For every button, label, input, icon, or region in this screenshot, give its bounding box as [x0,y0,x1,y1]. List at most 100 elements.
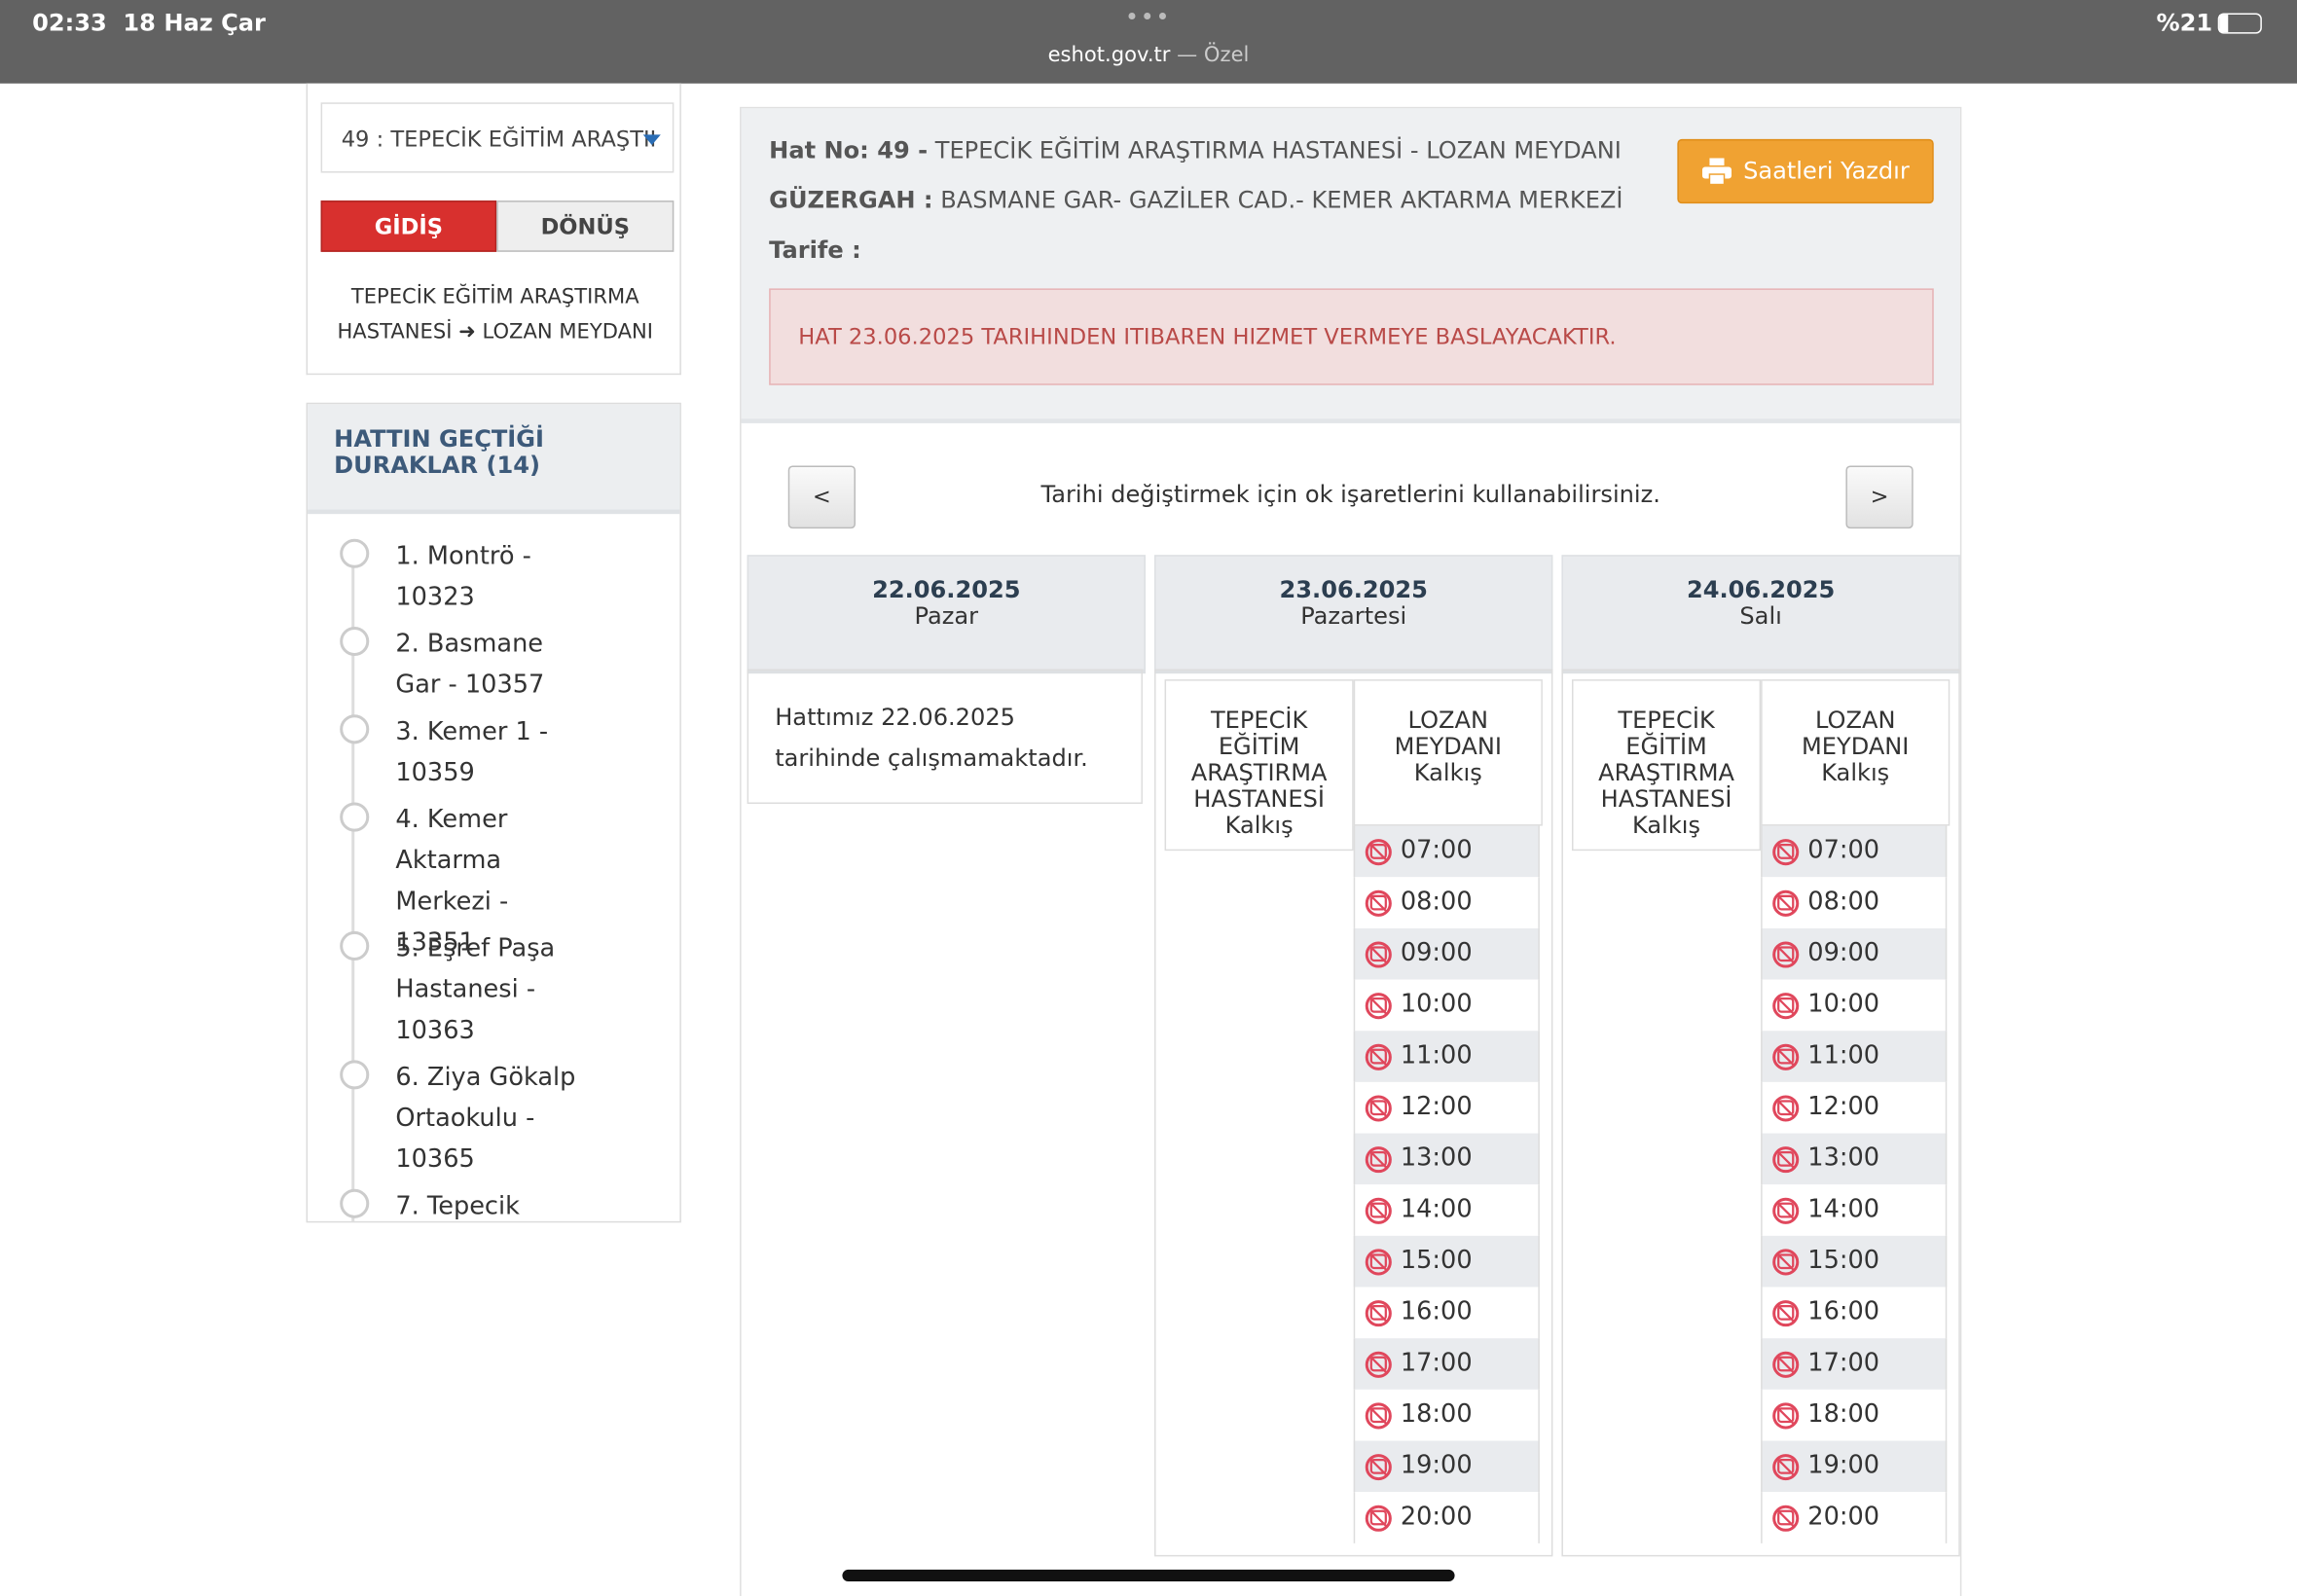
stop-connector [351,741,355,820]
stop-name: 4. Kemer Aktarma Merkezi - 13351 [395,805,509,959]
day-header: 23.06.2025 Pazartesi [1154,555,1553,674]
alert: HAT 23.06.2025 TARIHINDEN ITIBAREN HIZME… [769,288,1934,385]
accessible-icon [1772,1300,1800,1327]
days: 22.06.2025 Pazar Hattımız 22.06.2025 tarih… [742,108,1960,1596]
print-button[interactable]: Saatleri Yazdır [1677,138,1934,204]
outbound-button[interactable]: GİDİŞ [320,200,497,252]
print-button-text: Saatleri Yazdır [1743,156,1910,185]
battery-level: %21 [2156,9,2213,37]
departure-time: 18:00 [1400,1399,1473,1430]
departure-row: 08:00 [1761,877,1948,928]
day-name: Salı [1739,601,1782,630]
stop-item: 2. Basmane Gar - 10357 [308,624,679,733]
direction-column: TEPECİK EĞİTİM ARAŞTIRMA HASTANESİ Kalkı… [1571,679,1762,852]
tariff-label: Tarife : [769,236,861,264]
departure-row: 17:00 [1761,1338,1948,1390]
accessible-icon [1365,993,1392,1020]
accessible-icon [1365,1351,1392,1378]
departure-row: 19:00 [1761,1440,1948,1493]
departure-row: 20:00 [1761,1492,1948,1543]
day-date: 22.06.2025 [872,575,1021,603]
departure-row: 17:00 [1353,1338,1540,1390]
departure-time: 09:00 [1400,938,1473,968]
direction-title: TEPECİK EĞİTİM ARAŞTIRMA HASTANESİ Kalkı… [1190,706,1328,840]
next-button[interactable]: > [1845,465,1914,529]
timetable-panel: Hat No: 49 - TEPECİK EĞİTİM ARAŞTIRMA HA… [740,106,1962,1596]
prev-button[interactable]: < [787,465,856,529]
departure-time: 15:00 [1400,1246,1473,1276]
departure-time: 08:00 [1400,887,1473,917]
departure-time: 16:00 [1807,1297,1880,1327]
direction-to: LOZAN MEYDANI [482,320,653,345]
stop-item: 1. Montrö - 10323 [308,536,679,645]
departure-time: 11:00 [1400,1040,1473,1070]
time: 02:33 [32,9,107,37]
stop-connector [351,564,355,645]
stop-item: 6. Ziya Gökalp Ortaokulu - 10365 [308,1057,679,1207]
departure-row: 19:00 [1353,1440,1540,1493]
departure-row: 15:00 [1761,1235,1948,1288]
departure-row: 18:00 [1353,1389,1540,1441]
departure-time: 18:00 [1807,1399,1880,1430]
day-body: TEPECİK EĞİTİM ARAŞTIRMA HASTANESİ Kalkı… [1154,669,1553,1557]
return-button[interactable]: DÖNÜŞ [496,200,675,252]
departure-time: 10:00 [1807,990,1880,1020]
stop-name: 7. Tepecik [395,1191,520,1221]
stop-item: 7. Tepecik [308,1186,679,1221]
accessible-icon [1772,889,1800,917]
day-name: Pazar [914,601,979,630]
departure-row: 13:00 [1353,1133,1540,1185]
departure-time: 19:00 [1807,1451,1880,1481]
nav-hint: Tarihi değiştirmek için ok işaretlerini … [1040,480,1660,509]
stop-connector [351,958,355,1078]
accessible-icon [1365,1095,1392,1122]
departure-row: 16:00 [1761,1287,1948,1339]
departure-row: 18:00 [1761,1389,1948,1441]
route-text: BASMANE GAR- GAZİLER CAD.- KEMER AKTARMA… [940,186,1623,214]
departure-row: 07:00 [1761,825,1948,878]
departure-row: 09:00 [1761,927,1948,980]
accessible-icon [1365,889,1392,917]
direction-from: TEPECİK EĞİTİM ARAŞTIRMA HASTANESİ [337,285,639,345]
accessible-icon [1772,1454,1800,1481]
departure-time: 09:00 [1807,938,1880,968]
accessible-icon [1365,1300,1392,1327]
date: 18 Haz Çar [123,9,266,37]
departure-time: 07:00 [1400,836,1473,866]
accessible-icon [1365,1505,1392,1532]
departure-time: 08:00 [1807,887,1880,917]
accessible-icon [1365,941,1392,968]
day-name: Pazartesi [1300,601,1407,630]
url-bar[interactable]: eshot.gov.tr — Özel [0,44,2297,67]
stop-connector [351,1086,355,1207]
direction: TEPECİK EĞİTİM ARAŞTIRMA HASTANESİ ➜ LOZ… [337,279,653,349]
stops-panel: HATTIN GEÇTİĞİ DURAKLAR (14) 1. Montrö -… [306,402,681,1223]
departure-time: 15:00 [1807,1246,1880,1276]
departure-row: 14:00 [1353,1184,1540,1236]
departure-row: 15:00 [1353,1235,1540,1288]
accessible-icon [1365,1146,1392,1174]
accessible-icon [1365,1043,1392,1070]
departure-time: 14:00 [1807,1194,1880,1224]
direction-column: TEPECİK EĞİTİM ARAŞTIRMA HASTANESİ Kalkı… [1164,679,1354,852]
route-select[interactable]: 49 : TEPECİK EĞİTİM ARAŞTII [320,102,675,173]
departure-time: 16:00 [1400,1297,1473,1327]
stop-name: 1. Montrö - 10323 [395,541,531,612]
departure-row: 16:00 [1353,1287,1540,1339]
stop-connector [351,828,355,949]
dots: ••• [1124,3,1172,31]
no-service-message: Hattımız 22.06.2025 tarihinde çalışmamak… [747,669,1143,805]
accessible-icon [1365,1454,1392,1481]
departure-row: 12:00 [1353,1081,1540,1134]
stop-circle [340,538,370,568]
route-select-text: 49 : TEPECİK EĞİTİM ARAŞTII [341,126,657,153]
stop-name: 3. Kemer 1 - 10359 [395,717,549,788]
line-number: Hat No: 49 - TEPECİK EĞİTİM ARAŞTIRMA HA… [769,136,1622,164]
day-header: 22.06.2025 Pazar [747,555,1146,674]
stop-circle [340,714,370,744]
day-header: 24.06.2025 Salı [1561,555,1960,674]
departure-row: 07:00 [1353,825,1540,878]
direction-title: LOZAN MEYDANI Kalkış [1394,706,1502,786]
accessible-icon [1772,941,1800,968]
